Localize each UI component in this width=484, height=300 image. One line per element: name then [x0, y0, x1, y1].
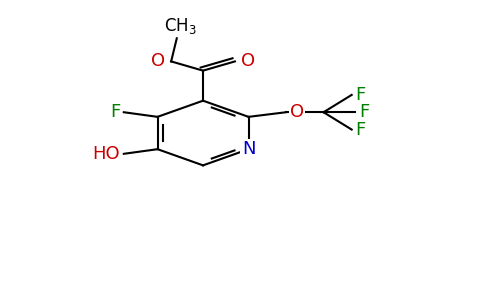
- Text: O: O: [290, 103, 304, 121]
- Text: O: O: [241, 52, 255, 70]
- Text: N: N: [242, 140, 255, 158]
- Text: HO: HO: [92, 145, 120, 163]
- Text: F: F: [355, 121, 366, 139]
- Text: F: F: [359, 103, 369, 121]
- Text: O: O: [151, 52, 166, 70]
- Text: F: F: [110, 103, 120, 121]
- Text: F: F: [355, 86, 366, 104]
- Text: CH$_3$: CH$_3$: [164, 16, 197, 36]
